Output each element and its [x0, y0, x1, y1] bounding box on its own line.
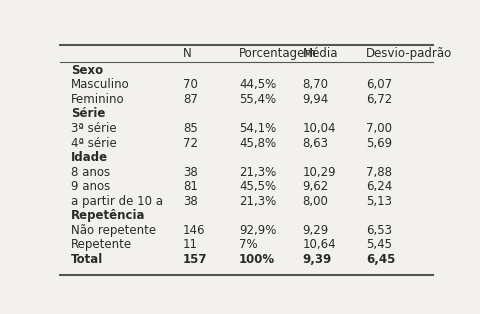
- Text: 10,64: 10,64: [302, 238, 336, 251]
- Text: 5,45: 5,45: [365, 238, 391, 251]
- Text: 100%: 100%: [239, 253, 275, 266]
- Text: 7,00: 7,00: [365, 122, 391, 135]
- Text: 9 anos: 9 anos: [71, 180, 110, 193]
- Text: 9,62: 9,62: [302, 180, 328, 193]
- Text: 8,00: 8,00: [302, 195, 328, 208]
- Text: 21,3%: 21,3%: [239, 195, 276, 208]
- Text: 87: 87: [183, 93, 198, 106]
- Text: 6,45: 6,45: [365, 253, 395, 266]
- Text: 9,29: 9,29: [302, 224, 328, 237]
- Text: 9,94: 9,94: [302, 93, 328, 106]
- Text: 6,53: 6,53: [365, 224, 391, 237]
- Text: Repetente: Repetente: [71, 238, 132, 251]
- Text: Idade: Idade: [71, 151, 108, 164]
- Text: 4ª série: 4ª série: [71, 137, 117, 149]
- Text: 10,29: 10,29: [302, 166, 336, 179]
- Text: Repetência: Repetência: [71, 209, 145, 222]
- Text: 38: 38: [183, 195, 197, 208]
- Text: 8,63: 8,63: [302, 137, 328, 149]
- Text: Sexo: Sexo: [71, 64, 103, 77]
- Text: 81: 81: [183, 180, 198, 193]
- Text: 7,88: 7,88: [365, 166, 391, 179]
- Text: N: N: [183, 47, 192, 60]
- Text: 6,72: 6,72: [365, 93, 391, 106]
- Text: 38: 38: [183, 166, 197, 179]
- Text: Série: Série: [71, 107, 106, 121]
- Text: 5,13: 5,13: [365, 195, 391, 208]
- Text: Porcentagem: Porcentagem: [239, 47, 316, 60]
- Text: 6,07: 6,07: [365, 78, 391, 91]
- Text: 44,5%: 44,5%: [239, 78, 276, 91]
- Text: 9,39: 9,39: [302, 253, 331, 266]
- Text: 146: 146: [183, 224, 205, 237]
- Text: 55,4%: 55,4%: [239, 93, 276, 106]
- Text: 10,04: 10,04: [302, 122, 335, 135]
- Text: 8,70: 8,70: [302, 78, 328, 91]
- Text: 11: 11: [183, 238, 198, 251]
- Text: 7%: 7%: [239, 238, 257, 251]
- Text: Total: Total: [71, 253, 103, 266]
- Text: Desvio-padrão: Desvio-padrão: [365, 47, 451, 60]
- Text: Não repetente: Não repetente: [71, 224, 156, 237]
- Text: 21,3%: 21,3%: [239, 166, 276, 179]
- Text: 3ª série: 3ª série: [71, 122, 117, 135]
- Text: 54,1%: 54,1%: [239, 122, 276, 135]
- Text: 6,24: 6,24: [365, 180, 391, 193]
- Text: Masculino: Masculino: [71, 78, 130, 91]
- Text: 157: 157: [183, 253, 207, 266]
- Text: 5,69: 5,69: [365, 137, 391, 149]
- Text: Feminino: Feminino: [71, 93, 125, 106]
- Text: 8 anos: 8 anos: [71, 166, 110, 179]
- Text: 72: 72: [183, 137, 198, 149]
- Text: 70: 70: [183, 78, 198, 91]
- Text: 92,9%: 92,9%: [239, 224, 276, 237]
- Text: 45,5%: 45,5%: [239, 180, 276, 193]
- Text: 85: 85: [183, 122, 197, 135]
- Text: 45,8%: 45,8%: [239, 137, 276, 149]
- Text: Média: Média: [302, 47, 337, 60]
- Text: a partir de 10 a: a partir de 10 a: [71, 195, 163, 208]
